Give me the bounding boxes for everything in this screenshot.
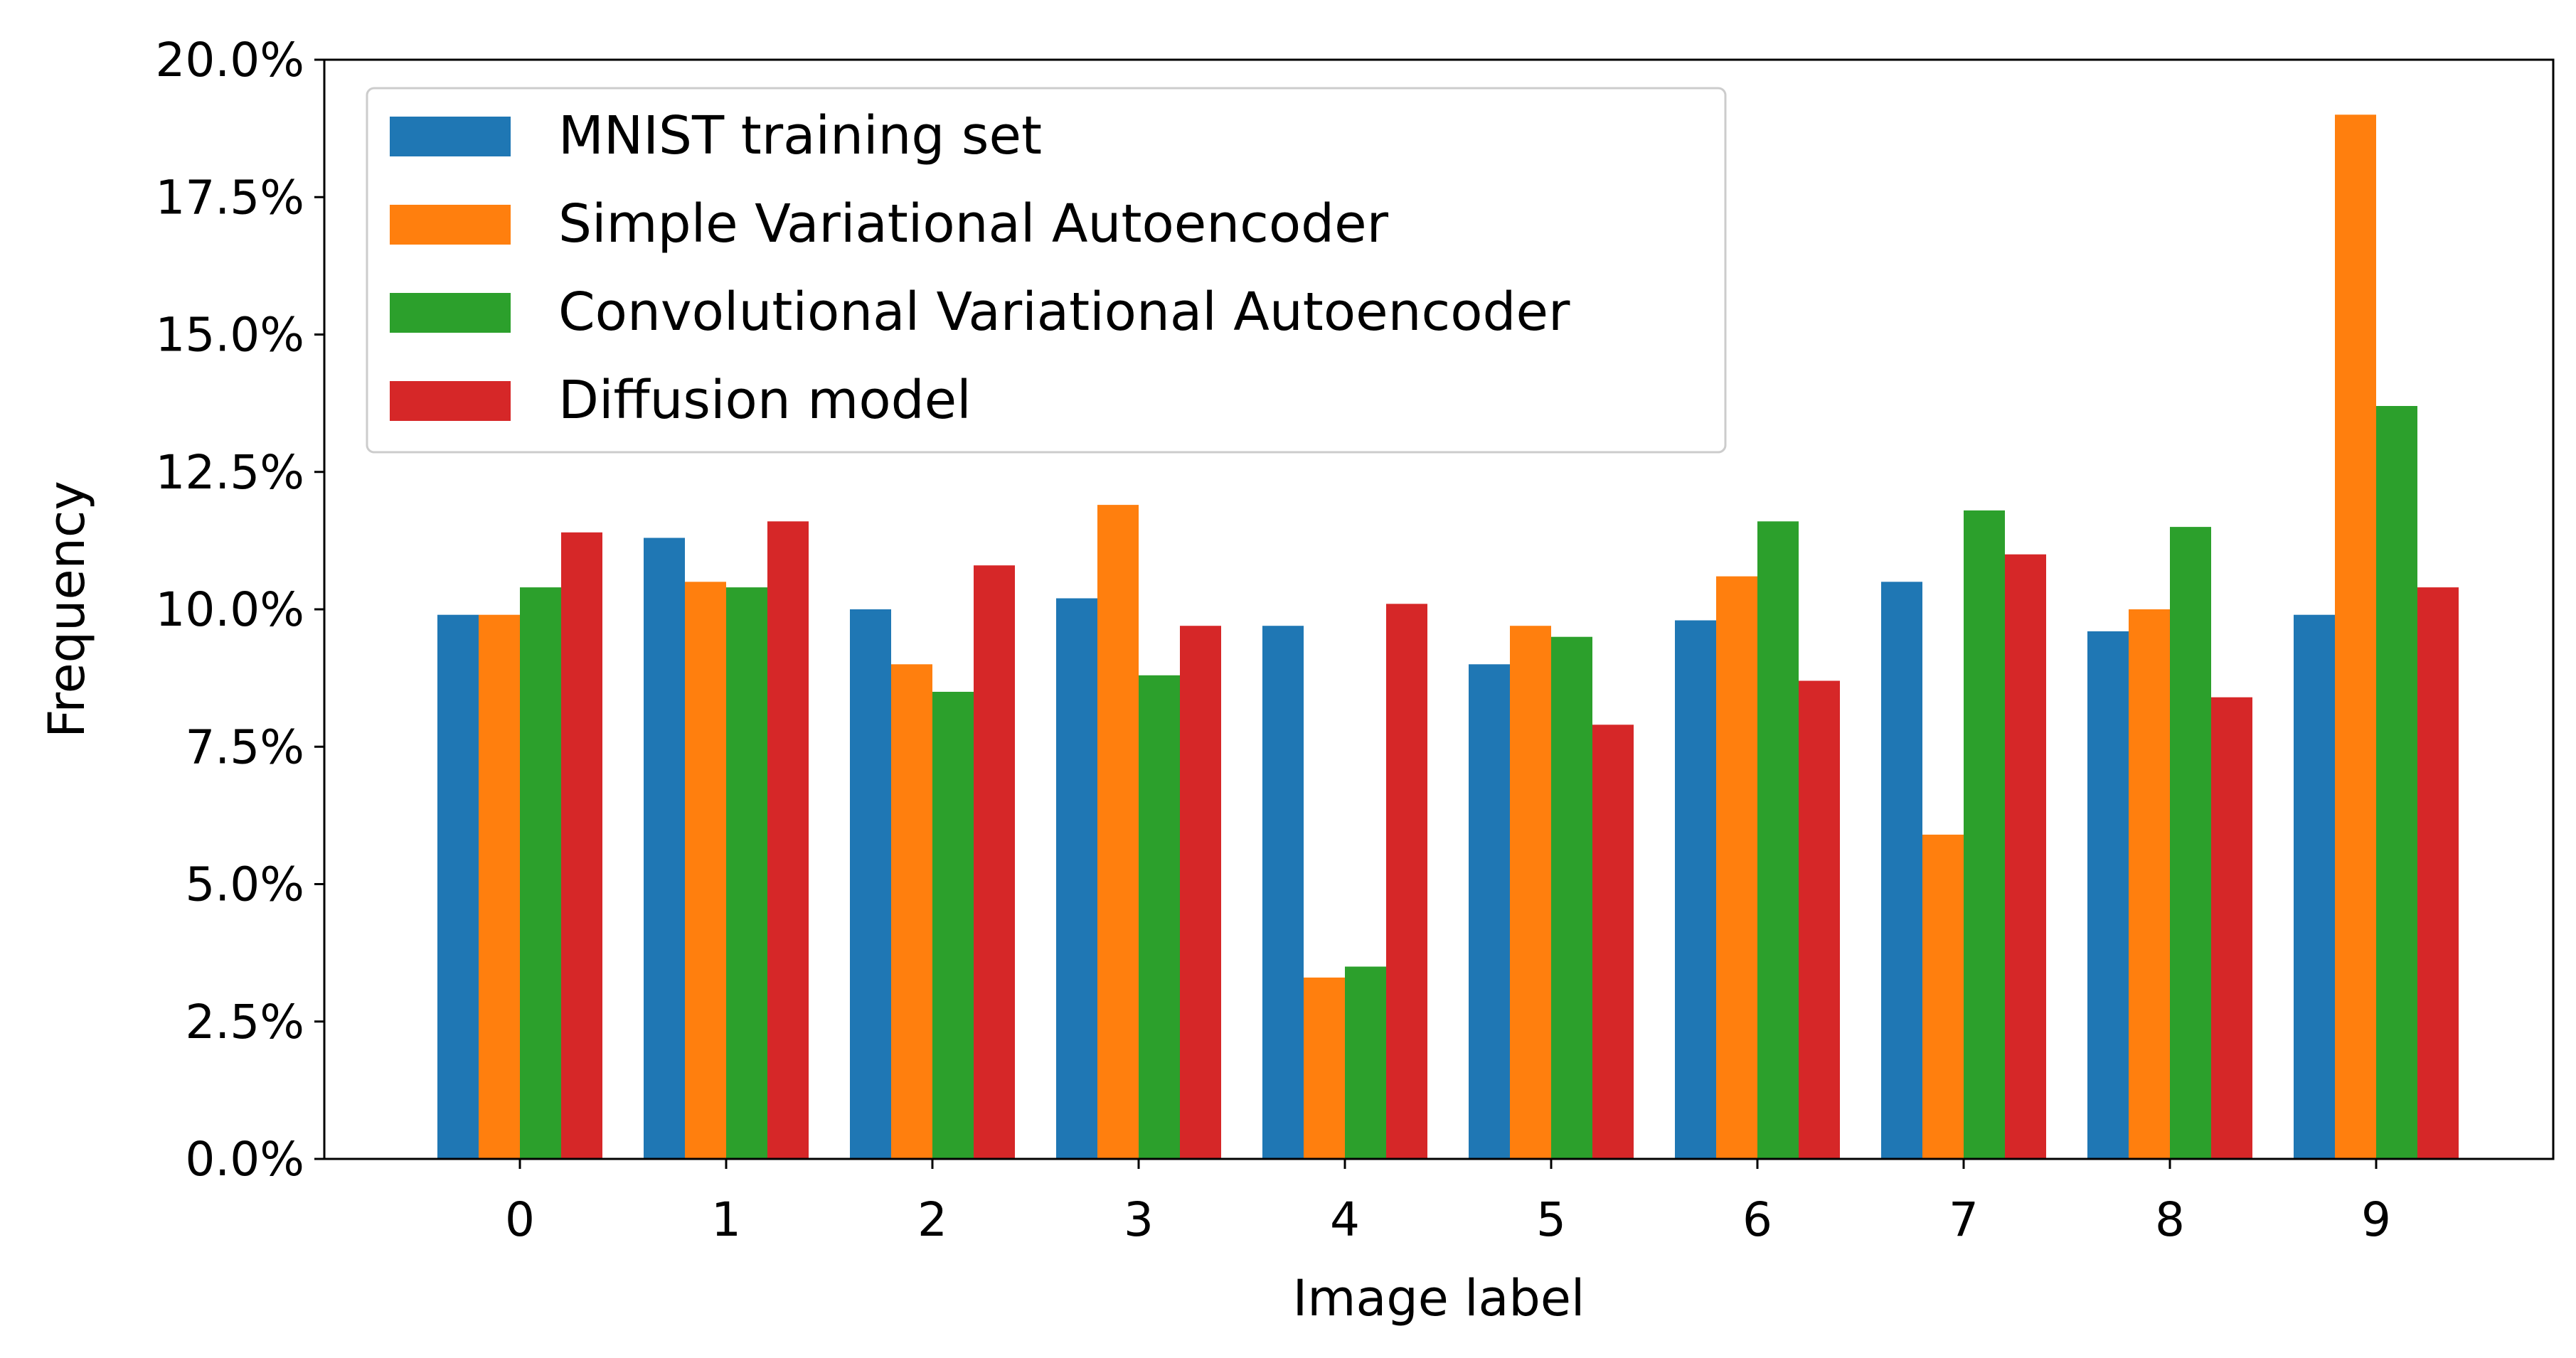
y-tick-label: 20.0%: [155, 33, 304, 87]
y-axis: 0.0% 2.5% 5.0% 7.5% 10.0% 12.5% 15.0% 17.5% 20.0…: [155, 33, 324, 1187]
bar-0-series-1: [479, 614, 520, 1159]
bar-7-series-3: [2005, 554, 2046, 1159]
bar-7-series-1: [1922, 834, 1964, 1159]
bar-5-series-2: [1551, 636, 1592, 1159]
x-tick-label: 0: [505, 1192, 535, 1247]
x-tick-label: 4: [1330, 1192, 1360, 1247]
bar-6-series-0: [1675, 620, 1716, 1159]
y-tick-label: 12.5%: [155, 445, 304, 500]
bar-0-series-2: [520, 587, 561, 1159]
bar-8-series-0: [2087, 631, 2129, 1159]
bar-5-series-3: [1592, 725, 1634, 1159]
x-tick-label: 2: [917, 1192, 947, 1247]
bar-9-series-3: [2417, 587, 2459, 1159]
y-tick-label: 17.5%: [155, 170, 304, 225]
legend-label: Diffusion model: [558, 370, 972, 431]
bar-8-series-2: [2170, 527, 2211, 1159]
y-tick-label: 2.5%: [185, 995, 304, 1049]
bar-6-series-3: [1799, 680, 1840, 1159]
x-tick-label: 1: [711, 1192, 741, 1247]
x-tick-label: 6: [1742, 1192, 1772, 1247]
legend-box: [366, 87, 1727, 454]
bar-8-series-1: [2129, 609, 2170, 1159]
bar-2-series-2: [932, 692, 974, 1159]
bar-2-series-3: [974, 565, 1015, 1159]
legend: MNIST training set Simple Variational Aut…: [366, 87, 1727, 454]
y-tick-label: 15.0%: [155, 308, 304, 363]
legend-label: MNIST training set: [558, 105, 1042, 166]
bar-3-series-1: [1097, 505, 1139, 1159]
x-tick-label: 9: [2361, 1192, 2391, 1247]
bar-4-series-1: [1304, 977, 1345, 1159]
y-tick-label: 0.0%: [185, 1132, 304, 1187]
legend-label: Convolutional Variational Autoencoder: [558, 282, 1570, 343]
bar-1-series-0: [644, 538, 685, 1159]
x-tick-label: 7: [1949, 1192, 1979, 1247]
bar-8-series-3: [2211, 697, 2252, 1159]
bars-group: [437, 114, 2459, 1159]
bar-2-series-0: [850, 609, 891, 1159]
bar-7-series-2: [1964, 510, 2005, 1159]
x-tick-label: 3: [1124, 1192, 1154, 1247]
bar-6-series-2: [1757, 521, 1799, 1159]
bar-4-series-2: [1345, 966, 1386, 1159]
x-tick-label: 5: [1536, 1192, 1566, 1247]
y-tick-label: 7.5%: [185, 720, 304, 774]
bar-4-series-0: [1262, 626, 1304, 1159]
bar-5-series-0: [1469, 664, 1510, 1159]
bar-1-series-3: [767, 521, 809, 1159]
y-axis-label: Frequency: [38, 481, 96, 738]
bar-4-series-3: [1386, 604, 1427, 1159]
bar-1-series-2: [726, 587, 767, 1159]
bar-0-series-0: [437, 614, 479, 1159]
bar-1-series-1: [685, 582, 726, 1159]
bar-0-series-3: [561, 532, 602, 1159]
bar-3-series-3: [1180, 626, 1221, 1159]
bar-5-series-1: [1510, 626, 1551, 1159]
bar-2-series-1: [891, 664, 932, 1159]
legend-label: Simple Variational Autoencoder: [558, 193, 1389, 255]
legend-swatch: [390, 293, 511, 333]
bar-6-series-1: [1716, 576, 1757, 1159]
bar-9-series-0: [2294, 614, 2335, 1159]
x-axis-label: Image label: [1293, 1269, 1585, 1327]
y-tick-label: 5.0%: [185, 857, 304, 912]
x-axis: 0 1 2 3 4 5 6 7 8 9: [505, 1159, 2391, 1247]
legend-swatch: [390, 205, 511, 245]
bar-9-series-2: [2376, 406, 2417, 1159]
legend-swatch: [390, 381, 511, 421]
y-tick-label: 10.0%: [155, 582, 304, 637]
bar-7-series-0: [1881, 582, 1922, 1159]
legend-swatch: [390, 117, 511, 156]
bar-9-series-1: [2335, 114, 2376, 1159]
x-tick-label: 8: [2155, 1192, 2185, 1247]
bar-3-series-0: [1056, 598, 1097, 1159]
bar-3-series-2: [1139, 675, 1180, 1159]
